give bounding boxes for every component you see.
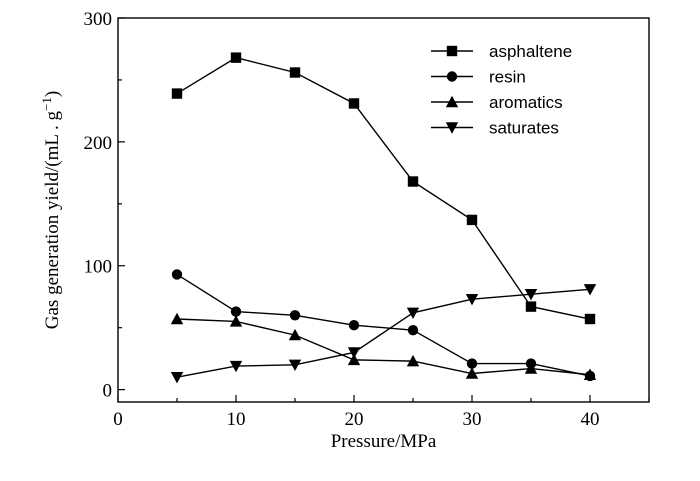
data-point-aromatics — [347, 353, 361, 366]
y-axis-label: Gas generation yield/(mL . g−1) — [39, 91, 64, 329]
data-point-aromatics — [406, 354, 420, 367]
legend-label: asphaltene — [489, 42, 572, 61]
legend-label: saturates — [489, 119, 559, 138]
y-axis-label-end: ) — [42, 91, 63, 97]
legend-item-asphaltene: asphaltene — [431, 42, 572, 61]
x-tick-label: 0 — [113, 409, 123, 430]
x-tick-label: 20 — [345, 409, 364, 430]
legend-item-resin: resin — [431, 68, 526, 87]
data-point-saturates — [524, 289, 538, 301]
data-point-asphaltene — [525, 301, 537, 312]
y-axis-label-superscript: −1 — [39, 97, 54, 111]
data-point-aromatics — [465, 367, 479, 379]
data-point-asphaltene — [230, 52, 242, 63]
x-tick-label: 30 — [463, 409, 482, 430]
data-point-aromatics — [524, 362, 538, 374]
series-saturates — [170, 284, 597, 384]
data-point-resin — [407, 324, 419, 336]
data-point-saturates — [347, 347, 361, 359]
legend-marker — [446, 71, 458, 82]
legend-item-saturates: saturates — [431, 119, 559, 138]
ticks: 0 10 20 30 40 0 100 200 300 — [84, 9, 650, 430]
y-tick-label: 200 — [84, 133, 113, 154]
legend-item-aromatics: aromatics — [431, 93, 563, 112]
series-line-resin — [176, 273, 591, 377]
data-point-saturates — [583, 284, 597, 296]
y-axis-label-main: Gas generation yield/(mL . g — [42, 110, 63, 329]
legend-marker — [446, 45, 458, 57]
data-point-saturates — [406, 307, 420, 320]
series-line-aromatics — [176, 318, 591, 376]
x-axis-label: Pressure/MPa — [331, 431, 437, 452]
legend-marker — [445, 122, 459, 134]
data-point-saturates — [288, 359, 302, 372]
data-point-saturates — [229, 360, 243, 373]
x-tick-label: 10 — [227, 409, 246, 430]
series-aromatics — [170, 312, 597, 380]
data-point-resin — [230, 306, 242, 317]
data-point-asphaltene — [171, 88, 183, 99]
series-resin — [171, 269, 596, 382]
data-point-resin — [348, 320, 360, 331]
plot-frame — [117, 17, 650, 403]
data-point-resin — [171, 269, 183, 280]
legend: asphaltene resin aromatics saturates — [431, 42, 572, 138]
y-tick-label: 100 — [84, 257, 113, 278]
data-point-asphaltene — [289, 67, 301, 78]
legend-label: resin — [489, 68, 526, 87]
series-line-saturates — [176, 288, 591, 378]
series-asphaltene — [171, 52, 596, 325]
data-point-aromatics — [229, 315, 243, 327]
series-line-asphaltene — [176, 56, 591, 320]
data-point-asphaltene — [584, 313, 596, 325]
data-point-resin — [289, 310, 301, 321]
y-tick-label: 300 — [84, 9, 113, 30]
axes — [117, 17, 650, 403]
series-group — [170, 52, 597, 384]
data-point-asphaltene — [466, 214, 478, 226]
y-tick-label: 0 — [103, 381, 113, 402]
data-point-asphaltene — [348, 98, 360, 109]
x-tick-label: 40 — [581, 409, 600, 430]
legend-label: aromatics — [489, 93, 563, 112]
legend-marker — [445, 95, 459, 108]
data-point-saturates — [170, 372, 184, 384]
data-point-saturates — [465, 293, 479, 306]
data-point-aromatics — [170, 312, 184, 325]
data-point-aromatics — [583, 368, 597, 380]
data-point-resin — [466, 358, 478, 369]
data-point-asphaltene — [407, 176, 419, 187]
data-point-aromatics — [288, 328, 302, 341]
